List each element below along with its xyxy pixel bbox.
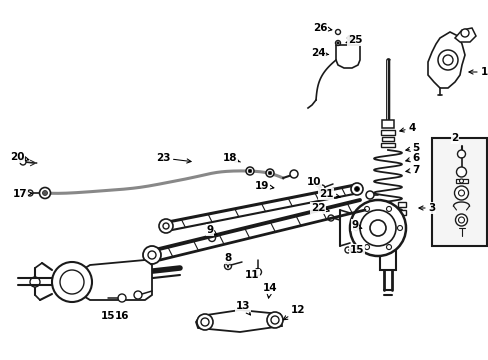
Circle shape	[248, 169, 251, 173]
Circle shape	[52, 262, 92, 302]
Circle shape	[148, 251, 156, 259]
Text: 15: 15	[101, 311, 115, 321]
Circle shape	[134, 291, 142, 299]
Bar	[381, 137, 393, 141]
Circle shape	[60, 270, 84, 294]
Circle shape	[386, 206, 391, 211]
Circle shape	[336, 42, 339, 44]
Polygon shape	[454, 28, 475, 42]
Circle shape	[458, 217, 464, 223]
Polygon shape	[335, 45, 359, 68]
Circle shape	[347, 36, 352, 41]
Text: 14: 14	[262, 283, 277, 298]
Circle shape	[197, 314, 213, 330]
Bar	[380, 143, 394, 147]
Circle shape	[348, 37, 350, 39]
Text: 16: 16	[115, 311, 129, 321]
Circle shape	[460, 29, 468, 37]
Circle shape	[364, 206, 369, 211]
Bar	[454, 179, 467, 183]
Circle shape	[327, 215, 333, 221]
Text: 4: 4	[399, 123, 415, 133]
Text: 1: 1	[468, 67, 487, 77]
Circle shape	[40, 188, 50, 198]
Circle shape	[270, 316, 279, 324]
Circle shape	[163, 223, 169, 229]
Bar	[397, 210, 405, 215]
Circle shape	[20, 159, 26, 165]
Text: 5: 5	[405, 143, 419, 153]
Bar	[379, 230, 395, 270]
Circle shape	[254, 269, 261, 275]
Text: 19: 19	[254, 181, 273, 191]
Text: 20: 20	[10, 152, 29, 162]
Polygon shape	[82, 260, 152, 300]
Circle shape	[27, 190, 33, 196]
Text: 22: 22	[310, 203, 328, 213]
Circle shape	[118, 294, 126, 302]
Circle shape	[350, 183, 362, 195]
Text: 8: 8	[224, 253, 231, 267]
Text: 11: 11	[244, 269, 259, 280]
Bar	[380, 130, 394, 135]
Circle shape	[30, 277, 40, 287]
Text: 15: 15	[348, 245, 364, 255]
Text: 23: 23	[156, 153, 191, 163]
Circle shape	[208, 234, 215, 242]
Circle shape	[397, 225, 402, 230]
Circle shape	[335, 30, 340, 35]
Circle shape	[459, 179, 463, 183]
Circle shape	[454, 214, 467, 226]
Circle shape	[364, 244, 369, 249]
Circle shape	[386, 244, 391, 249]
Text: 13: 13	[235, 301, 250, 315]
Circle shape	[142, 246, 161, 264]
Bar	[397, 202, 405, 207]
Text: 18: 18	[223, 153, 240, 163]
Circle shape	[349, 200, 405, 256]
Bar	[431, 138, 486, 246]
Circle shape	[42, 190, 47, 195]
Circle shape	[368, 207, 375, 213]
Polygon shape	[196, 310, 282, 332]
Text: 12: 12	[283, 305, 305, 320]
Circle shape	[359, 210, 395, 246]
Text: 10: 10	[306, 177, 321, 188]
Text: 7: 7	[405, 165, 419, 175]
Circle shape	[201, 318, 208, 326]
Circle shape	[458, 190, 464, 196]
Circle shape	[457, 150, 465, 158]
Text: 26: 26	[312, 23, 331, 33]
Text: 9: 9	[206, 225, 216, 235]
Text: 6: 6	[405, 153, 419, 163]
Text: 17: 17	[13, 189, 32, 199]
Circle shape	[456, 167, 466, 177]
Circle shape	[224, 262, 231, 270]
Circle shape	[453, 186, 468, 200]
Circle shape	[289, 170, 297, 178]
Circle shape	[353, 225, 358, 230]
Text: 3: 3	[418, 203, 435, 213]
Text: 25: 25	[346, 35, 362, 45]
Text: 2: 2	[450, 133, 458, 143]
Circle shape	[245, 167, 253, 175]
Text: 9: 9	[351, 220, 361, 230]
Circle shape	[267, 171, 271, 175]
Circle shape	[442, 55, 452, 65]
Circle shape	[369, 220, 385, 236]
Circle shape	[159, 219, 173, 233]
Circle shape	[365, 191, 373, 199]
Circle shape	[335, 41, 340, 45]
Polygon shape	[427, 32, 464, 88]
Bar	[381, 120, 393, 128]
Circle shape	[354, 186, 359, 192]
Circle shape	[437, 50, 457, 70]
Circle shape	[318, 185, 325, 191]
Text: 21: 21	[318, 189, 340, 199]
Text: 24: 24	[310, 48, 328, 58]
Circle shape	[345, 247, 350, 253]
Circle shape	[265, 169, 273, 177]
Circle shape	[266, 312, 283, 328]
